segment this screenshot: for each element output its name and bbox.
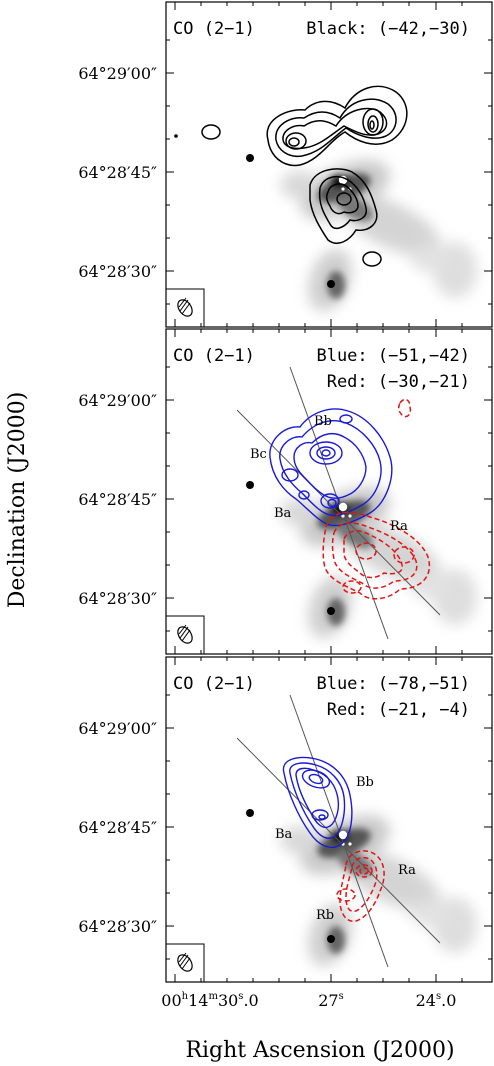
blue-contours-bottom	[282, 756, 353, 849]
x-tick-label: 27s	[318, 991, 344, 1010]
label-bb-bottom: Bb	[356, 775, 374, 790]
x-tick-label: 00h14m30s.0	[161, 991, 258, 1010]
panel-bottom: CO (2−1) Blue: (−78,−51) Red: (−21, −4) …	[165, 656, 493, 983]
y-axis-label: Declination (J2000)	[5, 392, 30, 609]
x-tick-labels: 00h14m30s.0 27s 24s.0	[161, 991, 456, 1010]
y-tick-label: 64°28′45″	[78, 818, 157, 837]
label-ra: Ra	[390, 519, 408, 534]
blue-contours	[269, 408, 393, 527]
label-bc: Bc	[250, 447, 267, 462]
y-tick-label: 64°28′45″	[78, 490, 157, 509]
panel-middle-range-2: Red: (−30,−21)	[327, 372, 470, 392]
black-contours	[201, 85, 408, 267]
y-tick-label: 64°29′00″	[78, 391, 157, 410]
y-tick-labels: 64°29′00″ 64°28′45″ 64°28′30″ 64°29′00″ …	[78, 64, 157, 936]
y-tick-label: 64°28′30″	[78, 589, 157, 608]
y-tick-label: 64°29′00″	[78, 64, 157, 83]
x-tick-label: 24s.0	[416, 991, 457, 1010]
label-bb: Bb	[314, 414, 332, 429]
panel-middle-range-1: Blue: (−51,−42)	[316, 346, 470, 366]
y-tick-label: 64°28′30″	[78, 262, 157, 281]
red-contours	[322, 398, 431, 600]
panel-bottom-range-1: Blue: (−78,−51)	[316, 674, 470, 694]
y-tick-label: 64°29′00″	[78, 719, 157, 738]
panel-middle: CO (2−1) Blue: (−51,−42) Red: (−30,−21) …	[165, 328, 493, 655]
panel-bottom-line: CO (2−1)	[173, 674, 255, 694]
panel-top-line: CO (2−1)	[173, 19, 255, 39]
red-contours-bottom	[336, 850, 385, 922]
x-axis-label: Right Ascension (J2000)	[185, 1038, 454, 1063]
label-ba-bottom: Ba	[275, 827, 293, 842]
label-rb-bottom: Rb	[316, 908, 334, 923]
label-ra-bottom: Ra	[398, 863, 416, 878]
panel-top-range-1: Black: (−42,−30)	[306, 19, 470, 39]
y-tick-label: 64°28′30″	[78, 917, 157, 936]
panel-bottom-range-2: Red: (−21, −4)	[327, 700, 470, 720]
panel-top: CO (2−1) Black: (−42,−30)	[165, 1, 493, 328]
panel-middle-line: CO (2−1)	[173, 346, 255, 366]
y-tick-label: 64°28′45″	[78, 163, 157, 182]
label-ba: Ba	[274, 506, 292, 521]
